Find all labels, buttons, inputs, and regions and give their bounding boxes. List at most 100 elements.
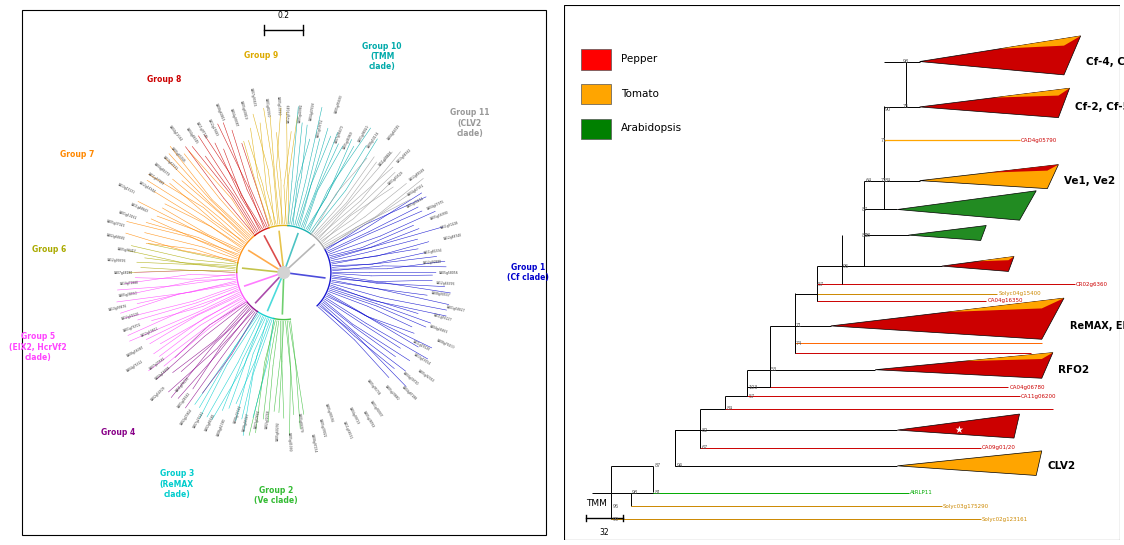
Text: CA13g53531: CA13g53531 [162, 155, 179, 171]
Text: CA01g98920: CA01g98920 [357, 125, 371, 143]
Polygon shape [978, 257, 1014, 261]
Text: CA04g99723: CA04g99723 [347, 406, 360, 425]
Text: 103: 103 [749, 385, 758, 390]
Text: CA12g83049: CA12g83049 [409, 168, 427, 183]
Text: CA04g16350: CA04g16350 [987, 298, 1023, 304]
Text: 75: 75 [903, 105, 909, 110]
Text: CA11g36127: CA11g36127 [433, 313, 452, 323]
Text: CA01g82990: CA01g82990 [263, 98, 270, 118]
Text: CA11g30228: CA11g30228 [439, 221, 459, 229]
Text: CA01g24642: CA01g24642 [176, 392, 191, 409]
Text: CA01g58617: CA01g58617 [446, 305, 465, 313]
Text: 84: 84 [726, 406, 733, 411]
Polygon shape [897, 191, 1036, 220]
Text: 80: 80 [861, 233, 868, 238]
Text: CA04g26855: CA04g26855 [429, 324, 448, 334]
Text: CA12g27683: CA12g27683 [207, 118, 219, 137]
Text: TMM: TMM [587, 499, 607, 507]
Text: Ve1, Ve2: Ve1, Ve2 [1064, 175, 1115, 186]
Text: CA05g13350: CA05g13350 [275, 96, 280, 116]
Bar [581, 84, 611, 104]
Text: Pepper: Pepper [620, 54, 658, 64]
Text: CA11g06200: CA11g06200 [1021, 394, 1057, 399]
Text: Tomato: Tomato [620, 89, 659, 99]
Text: CA11g58531: CA11g58531 [342, 420, 353, 440]
Text: CA05g28763: CA05g28763 [362, 410, 375, 429]
Text: Group 11
(CLV2
clade): Group 11 (CLV2 clade) [450, 108, 489, 138]
Text: CA12g75049: CA12g75049 [287, 104, 292, 123]
Text: CA11g48843: CA11g48843 [129, 202, 148, 214]
Text: 67: 67 [701, 445, 708, 450]
Text: CA05g95693: CA05g95693 [334, 94, 344, 114]
Text: 87: 87 [861, 207, 868, 212]
Polygon shape [942, 257, 1014, 271]
Text: CA05g38390: CA05g38390 [118, 291, 138, 298]
Text: CA02g86586: CA02g86586 [205, 413, 217, 432]
Text: CA08g56387: CA08g56387 [126, 345, 145, 358]
Text: CA11g29120: CA11g29120 [413, 340, 430, 352]
Text: 71: 71 [881, 178, 887, 183]
Bar [581, 49, 611, 70]
Text: CA05g41090: CA05g41090 [288, 432, 292, 451]
Text: CA05g95734: CA05g95734 [366, 379, 381, 396]
Text: 98: 98 [903, 59, 909, 64]
Text: CA07g48280: CA07g48280 [114, 270, 134, 275]
Text: CA12g92888: CA12g92888 [423, 259, 442, 265]
Text: Cf-4, Cf-9: Cf-4, Cf-9 [1086, 57, 1124, 66]
Text: Group 5
(EIX2, HcrVf2
clade): Group 5 (EIX2, HcrVf2 clade) [9, 332, 66, 362]
Polygon shape [919, 165, 1059, 189]
Text: CA08g50154: CA08g50154 [366, 131, 380, 149]
Text: CA05g60819: CA05g60819 [239, 100, 247, 120]
Bar [581, 119, 611, 139]
Text: 84: 84 [885, 178, 891, 183]
Text: CA05g66979: CA05g66979 [297, 413, 302, 433]
Text: CA05g60292: CA05g60292 [277, 421, 281, 440]
Text: CAD4g05790: CAD4g05790 [1021, 137, 1057, 143]
Polygon shape [964, 353, 1053, 361]
Text: CA07g20581: CA07g20581 [148, 356, 167, 371]
Text: CA05g46969: CA05g46969 [342, 131, 354, 150]
Text: CA01g40529: CA01g40529 [388, 170, 405, 186]
Polygon shape [1000, 36, 1080, 49]
Text: 71: 71 [881, 137, 887, 143]
Text: Group 7: Group 7 [60, 150, 94, 159]
Text: CA11g76005: CA11g76005 [175, 376, 191, 393]
Text: CA08g60813: CA08g60813 [214, 103, 225, 123]
Text: 57: 57 [749, 394, 755, 399]
Text: CA02g54309: CA02g54309 [149, 385, 166, 402]
Text: CA12g50811: CA12g50811 [140, 326, 160, 338]
Text: 87: 87 [654, 463, 661, 468]
Text: Group 10
(TMM
clade): Group 10 (TMM clade) [362, 41, 402, 71]
Text: CA02g68682: CA02g68682 [106, 233, 126, 241]
Text: CA05g92353: CA05g92353 [417, 368, 435, 383]
Text: Group 3
(ReMAX
clade): Group 3 (ReMAX clade) [160, 469, 194, 499]
Text: 82: 82 [701, 428, 708, 433]
Text: ReMAX, EIX2, HcrVf2: ReMAX, EIX2, HcrVf2 [1070, 321, 1124, 331]
Text: CA05g90594: CA05g90594 [325, 403, 334, 422]
Text: CA05g40982: CA05g40982 [298, 103, 303, 123]
Text: CA05g58056: CA05g58056 [438, 270, 459, 275]
Text: CA12g99395: CA12g99395 [107, 258, 126, 263]
Text: RFO2: RFO2 [1059, 365, 1089, 375]
Text: CA09g01/20: CA09g01/20 [981, 445, 1016, 450]
Polygon shape [919, 88, 1070, 118]
Text: CA04g64745: CA04g64745 [387, 123, 401, 141]
Text: CA05g56990: CA05g56990 [429, 211, 450, 221]
Text: CA05g39022: CA05g39022 [318, 417, 327, 438]
Text: CA05g29880: CA05g29880 [384, 384, 400, 401]
Text: CA02g31058: CA02g31058 [265, 409, 271, 429]
Text: 0.2: 0.2 [278, 11, 290, 20]
Text: CA01g90937: CA01g90937 [369, 399, 383, 418]
Text: Group 2
(Ve clade): Group 2 (Ve clade) [254, 486, 298, 505]
Text: CLV2: CLV2 [1048, 461, 1076, 471]
Text: AtRLP11: AtRLP11 [909, 490, 933, 495]
Text: CA11g99893: CA11g99893 [378, 150, 395, 167]
Polygon shape [989, 165, 1059, 173]
Text: 32: 32 [600, 528, 609, 537]
Text: CA08g90557: CA08g90557 [430, 291, 451, 298]
Polygon shape [919, 36, 1080, 75]
Text: CA04g18998: CA04g18998 [155, 366, 172, 382]
Text: CA11g97146: CA11g97146 [196, 121, 208, 140]
Text: CA04g47693: CA04g47693 [309, 101, 316, 120]
Text: CA04g27975: CA04g27975 [426, 199, 446, 210]
